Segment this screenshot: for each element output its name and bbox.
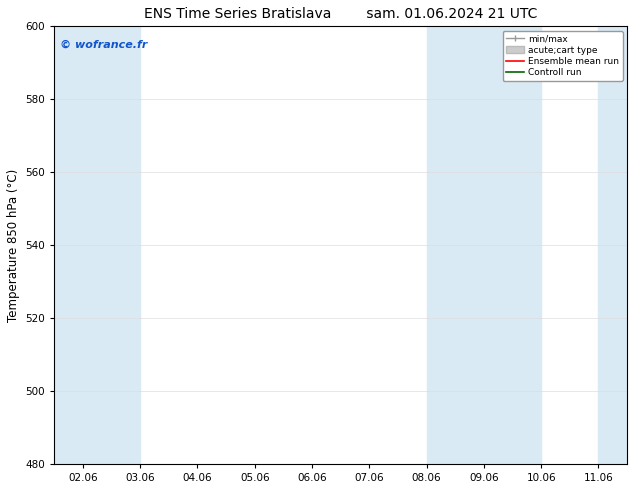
Bar xyxy=(55,26,140,464)
Bar xyxy=(598,26,627,464)
Bar xyxy=(427,26,541,464)
Y-axis label: Temperature 850 hPa (°C): Temperature 850 hPa (°C) xyxy=(7,169,20,322)
Title: ENS Time Series Bratislava        sam. 01.06.2024 21 UTC: ENS Time Series Bratislava sam. 01.06.20… xyxy=(144,7,538,21)
Legend: min/max, acute;cart type, Ensemble mean run, Controll run: min/max, acute;cart type, Ensemble mean … xyxy=(503,31,623,81)
Text: © wofrance.fr: © wofrance.fr xyxy=(60,39,147,49)
